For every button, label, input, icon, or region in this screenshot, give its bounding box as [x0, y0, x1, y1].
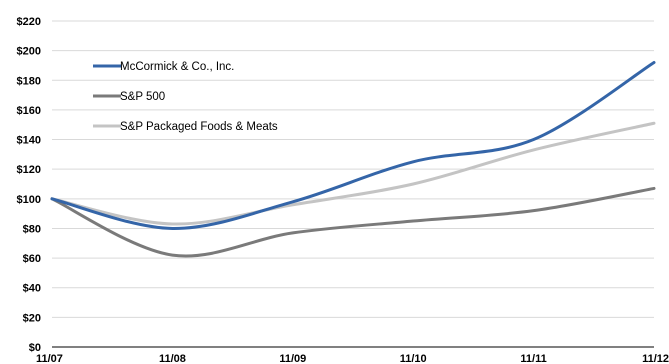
y-tick-label: $0 — [29, 342, 41, 354]
y-tick-label: $120 — [17, 164, 41, 176]
legend-label: S&P 500 — [120, 91, 165, 103]
legend-label: McCormick & Co., Inc. — [120, 61, 234, 73]
series-line — [50, 186, 656, 258]
y-tick-label: $60 — [23, 253, 41, 265]
legend: McCormick & Co., Inc. S&P 500 S&P Packaged… — [93, 61, 278, 133]
y-tick-label: $200 — [17, 46, 41, 58]
y-tick-labels: $0 $20 $40 $60 $80 $100 $120 $140 $160 $180 $200 $2… — [17, 16, 41, 354]
y-tick-label: $220 — [17, 16, 41, 28]
y-tick-label: $100 — [17, 194, 41, 206]
y-tick-label: $80 — [23, 223, 41, 235]
y-tick-label: $40 — [23, 283, 41, 295]
x-tick-label: 11/10 — [400, 353, 427, 364]
x-tick-label: 11/08 — [159, 353, 186, 364]
series-lines — [50, 60, 656, 258]
series-line — [50, 121, 656, 226]
gridlines — [52, 20, 654, 318]
x-tick-label: 11/12 — [642, 353, 669, 364]
legend-label: S&P Packaged Foods & Meats — [120, 121, 278, 133]
x-tick-label: 11/09 — [279, 353, 306, 364]
x-tick-label: 11/07 — [36, 353, 63, 364]
x-tick-label: 11/11 — [520, 353, 546, 364]
y-tick-label: $20 — [23, 312, 41, 324]
series-line — [50, 60, 656, 230]
y-tick-label: $180 — [17, 75, 41, 87]
y-tick-label: $140 — [17, 135, 41, 147]
x-tick-labels: 11/07 11/08 11/09 11/10 11/11 11/12 — [36, 353, 669, 364]
y-tick-label: $160 — [17, 105, 41, 117]
